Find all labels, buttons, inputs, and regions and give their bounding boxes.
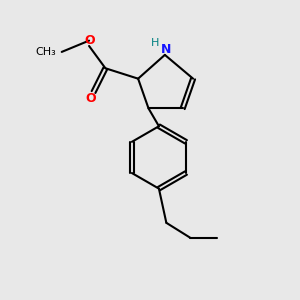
Text: N: N [161, 43, 172, 56]
Text: O: O [86, 92, 97, 105]
Text: O: O [85, 34, 95, 47]
Text: H: H [151, 38, 160, 48]
Text: CH₃: CH₃ [36, 47, 56, 57]
